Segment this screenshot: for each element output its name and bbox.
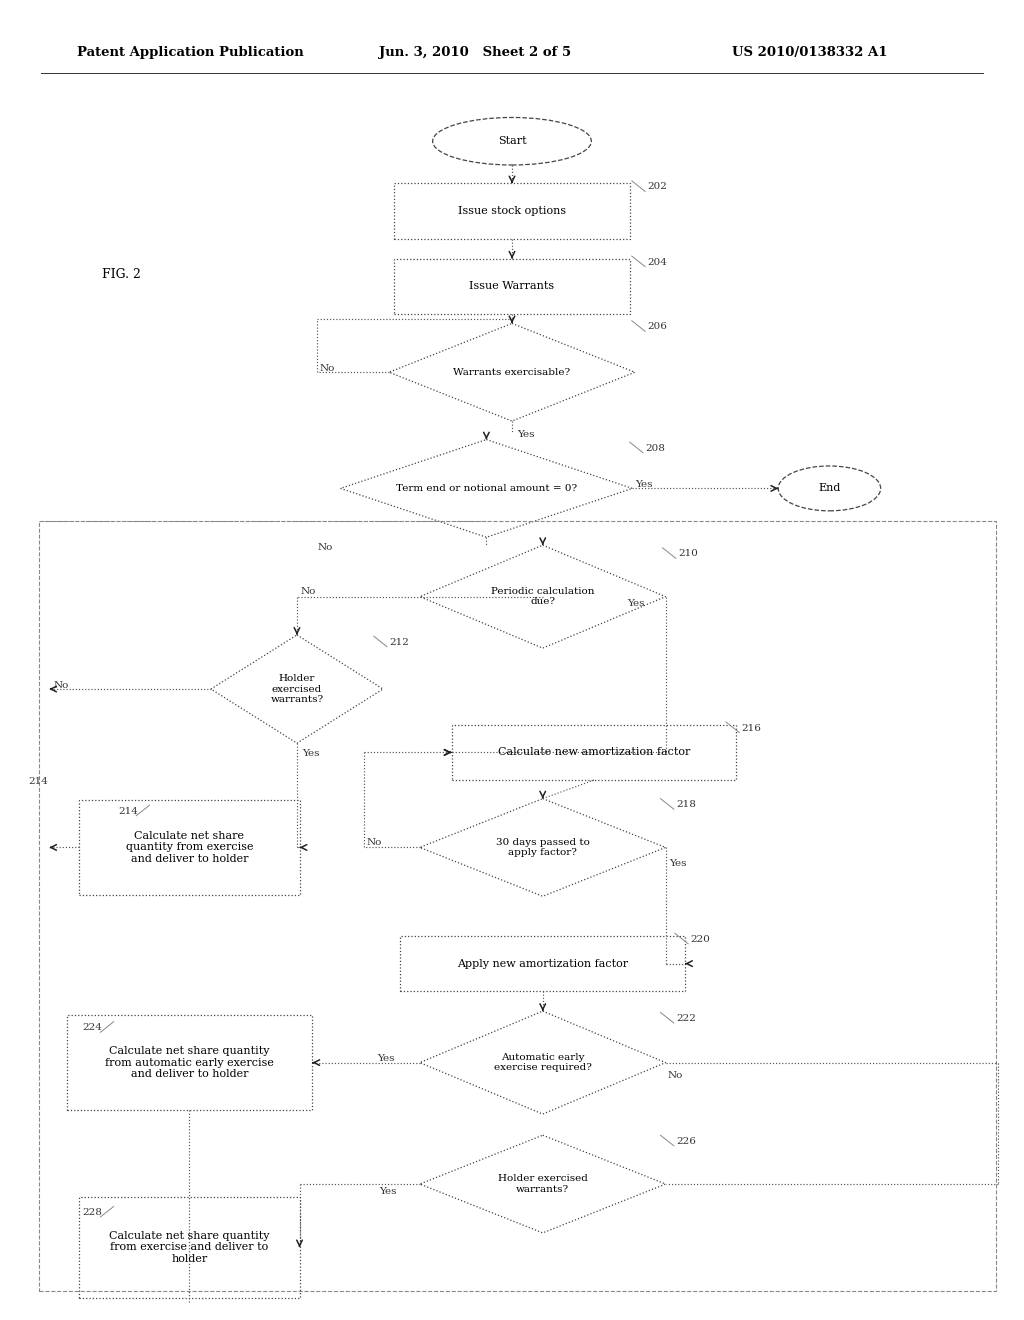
Text: 212: 212 xyxy=(389,638,409,647)
Text: No: No xyxy=(317,544,333,552)
Text: FIG. 2: FIG. 2 xyxy=(102,268,141,281)
Bar xyxy=(80,1197,299,1298)
Text: 226: 226 xyxy=(676,1137,695,1146)
Text: 220: 220 xyxy=(690,935,710,944)
Text: 30 days passed to
apply factor?: 30 days passed to apply factor? xyxy=(496,838,590,857)
Text: 216: 216 xyxy=(741,723,761,733)
Text: Yes: Yes xyxy=(379,1188,396,1196)
Text: Automatic early
exercise required?: Automatic early exercise required? xyxy=(494,1053,592,1072)
Text: Term end or notional amount = 0?: Term end or notional amount = 0? xyxy=(396,484,577,492)
Text: Holder
exercised
warrants?: Holder exercised warrants? xyxy=(270,675,324,704)
Text: Patent Application Publication: Patent Application Publication xyxy=(77,46,303,59)
Text: US 2010/0138332 A1: US 2010/0138332 A1 xyxy=(732,46,888,59)
Text: 228: 228 xyxy=(83,1208,102,1217)
Text: Warrants exercisable?: Warrants exercisable? xyxy=(454,368,570,376)
Bar xyxy=(452,725,736,780)
Text: End: End xyxy=(818,483,841,494)
Text: Yes: Yes xyxy=(377,1055,394,1063)
Text: Calculate new amortization factor: Calculate new amortization factor xyxy=(498,747,690,758)
Text: Yes: Yes xyxy=(627,599,644,607)
Text: No: No xyxy=(300,587,315,595)
Text: Issue Warrants: Issue Warrants xyxy=(469,281,555,292)
Text: Calculate net share quantity
from exercise and deliver to
holder: Calculate net share quantity from exerci… xyxy=(110,1230,269,1265)
Bar xyxy=(39,521,996,1291)
Text: No: No xyxy=(668,1072,683,1080)
Text: 214: 214 xyxy=(119,807,138,816)
Text: No: No xyxy=(319,364,335,372)
Bar xyxy=(394,259,630,314)
Text: 202: 202 xyxy=(647,182,667,191)
Text: Calculate net share
quantity from exercise
and deliver to holder: Calculate net share quantity from exerci… xyxy=(126,830,253,865)
Text: 222: 222 xyxy=(676,1014,695,1023)
Text: Issue stock options: Issue stock options xyxy=(458,206,566,216)
Text: Yes: Yes xyxy=(635,480,653,488)
Text: Calculate net share quantity
from automatic early exercise
and deliver to holder: Calculate net share quantity from automa… xyxy=(105,1045,273,1080)
Text: Yes: Yes xyxy=(302,750,319,758)
Text: Yes: Yes xyxy=(669,859,686,867)
Bar xyxy=(67,1015,312,1110)
Text: 208: 208 xyxy=(645,444,665,453)
Text: 206: 206 xyxy=(647,322,667,331)
Text: No: No xyxy=(53,681,69,689)
Text: Yes: Yes xyxy=(517,430,535,438)
Text: Jun. 3, 2010   Sheet 2 of 5: Jun. 3, 2010 Sheet 2 of 5 xyxy=(379,46,571,59)
Text: 204: 204 xyxy=(647,257,667,267)
Text: Start: Start xyxy=(498,136,526,147)
Text: 210: 210 xyxy=(678,549,697,558)
Text: 224: 224 xyxy=(83,1023,102,1032)
Bar xyxy=(80,800,299,895)
Text: Holder exercised
warrants?: Holder exercised warrants? xyxy=(498,1175,588,1193)
Text: Apply new amortization factor: Apply new amortization factor xyxy=(457,958,629,969)
Text: 214: 214 xyxy=(28,777,48,785)
Text: 218: 218 xyxy=(676,800,695,809)
Text: Periodic calculation
due?: Periodic calculation due? xyxy=(490,587,595,606)
Bar xyxy=(400,936,685,991)
Text: No: No xyxy=(367,838,382,846)
Bar xyxy=(394,183,630,239)
